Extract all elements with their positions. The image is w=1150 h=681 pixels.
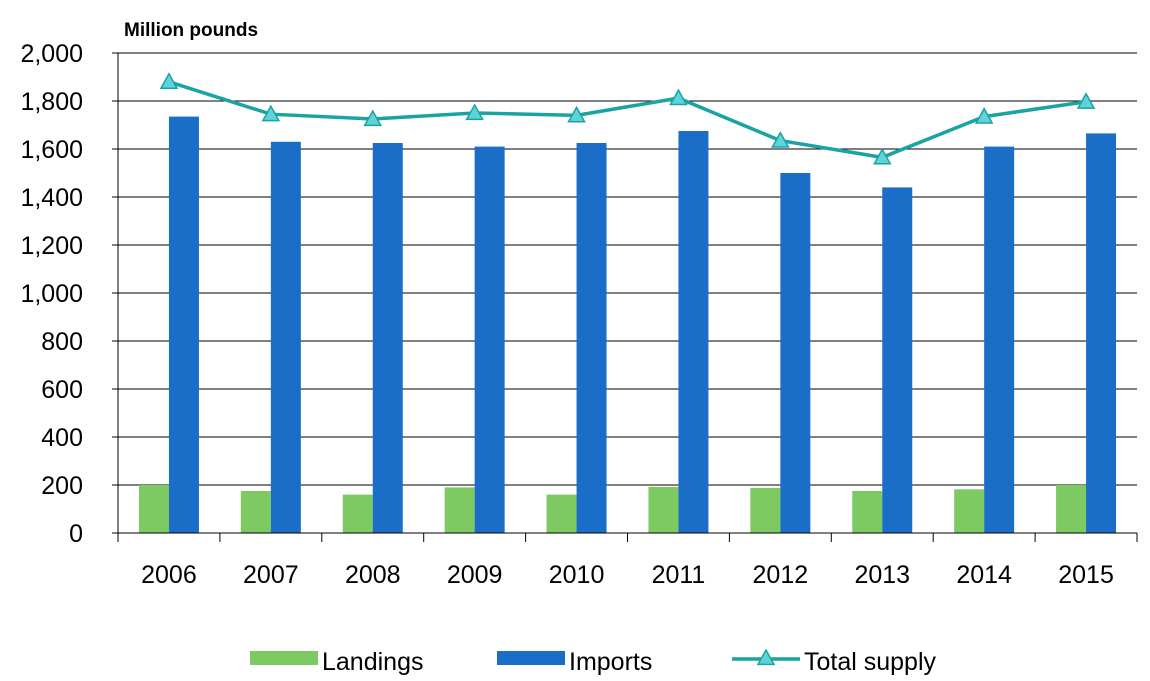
- total-supply-marker: [363, 109, 383, 127]
- bar-imports: [372, 143, 403, 533]
- y-tick-label: 1,400: [20, 184, 83, 212]
- y-tick-label: 1,000: [20, 280, 83, 308]
- x-tick-label: 2014: [956, 561, 1012, 589]
- total-supply-marker: [465, 103, 484, 121]
- bar-landings: [648, 486, 679, 533]
- total-supply-marker: [261, 104, 281, 122]
- y-tick-label: 1,800: [20, 88, 83, 116]
- y-tick-label: 200: [41, 472, 83, 500]
- total-supply-marker: [771, 131, 790, 148]
- bar-imports: [678, 131, 709, 533]
- bar-imports: [1086, 133, 1117, 533]
- bar-landings: [954, 489, 985, 533]
- total-supply-marker: [669, 88, 688, 106]
- x-tick-label: 2006: [141, 561, 197, 589]
- total-supply-line: [159, 72, 1096, 165]
- x-tick-label: 2009: [447, 561, 503, 589]
- x-tick-label: 2011: [652, 561, 706, 589]
- bar-imports: [576, 143, 607, 533]
- bar-landings: [342, 494, 373, 533]
- axes: [112, 52, 1138, 542]
- bar-imports: [168, 116, 199, 533]
- total-supply-marker: [567, 105, 586, 123]
- x-tick-label: 2015: [1058, 561, 1114, 589]
- bar-landings: [1056, 485, 1087, 533]
- legend: Landings Imports Total supply: [250, 648, 937, 676]
- y-tick-label: 0: [69, 520, 83, 548]
- bars: [138, 116, 1117, 534]
- bar-imports: [474, 146, 505, 533]
- x-tick-label: 2008: [345, 561, 401, 589]
- y-tick-label: 2,000: [20, 40, 83, 68]
- total-supply-series-line: [168, 80, 1087, 160]
- bar-landings: [138, 485, 169, 533]
- x-tick-label: 2010: [549, 561, 605, 589]
- x-tick-label: 2007: [243, 561, 299, 589]
- x-tick-labels: 2006 2007 2008 2009 2010 2011 2012 2013 2014 2015: [141, 561, 1114, 589]
- legend-swatch-landings: [250, 651, 318, 665]
- legend-marker-total-supply: [756, 648, 776, 666]
- legend-swatch-imports: [497, 651, 565, 665]
- y-axis-unit-label: Million pounds: [124, 20, 258, 41]
- x-tick-label: 2013: [854, 561, 910, 589]
- total-supply-marker: [974, 107, 994, 124]
- bar-imports: [780, 173, 811, 533]
- total-supply-marker: [159, 72, 179, 89]
- bar-landings: [546, 494, 577, 533]
- total-supply-marker: [872, 147, 892, 165]
- y-tick-label: 800: [41, 328, 83, 356]
- y-tick-label: 1,600: [20, 136, 83, 164]
- y-tick-label: 600: [41, 376, 83, 404]
- legend-label-total-supply: Total supply: [804, 648, 937, 676]
- legend-label-landings: Landings: [322, 648, 423, 676]
- bar-imports: [882, 187, 913, 533]
- y-tick-labels: 0 200 400 600 800 1,000 1,200 1,400 1,600 1,800 2,…: [20, 40, 83, 548]
- bar-imports: [270, 141, 301, 534]
- bar-landings: [240, 491, 271, 533]
- bar-landings: [852, 491, 883, 533]
- legend-label-imports: Imports: [569, 648, 652, 676]
- bar-landings: [750, 487, 781, 533]
- y-tick-label: 1,200: [20, 232, 83, 260]
- x-tick-label: 2012: [753, 561, 809, 589]
- bar-landings: [444, 487, 475, 533]
- total-supply-marker: [1076, 92, 1096, 109]
- bar-imports: [984, 146, 1015, 533]
- y-tick-label: 400: [41, 424, 83, 452]
